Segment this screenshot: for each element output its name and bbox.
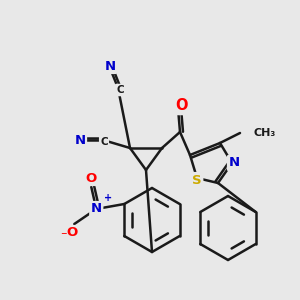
Text: S: S	[192, 173, 202, 187]
Text: C: C	[100, 137, 108, 147]
Text: +: +	[104, 193, 112, 203]
Text: C: C	[116, 85, 124, 95]
Text: N: N	[91, 202, 102, 215]
Text: CH₃: CH₃	[254, 128, 276, 138]
Text: O: O	[67, 226, 78, 239]
Text: N: N	[228, 157, 240, 169]
Text: N: N	[104, 59, 116, 73]
Text: O: O	[86, 172, 97, 184]
Text: ⁻: ⁻	[60, 230, 67, 243]
Text: N: N	[74, 134, 86, 146]
Text: O: O	[176, 98, 188, 113]
